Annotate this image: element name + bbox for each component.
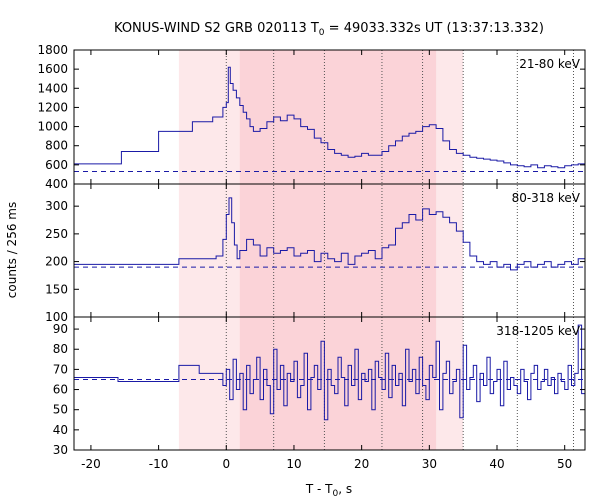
y-tick-label-panel-0-2: 800 xyxy=(45,139,68,153)
y-tick-label-panel-1-0: 100 xyxy=(45,310,68,324)
x-axis-label-subscript: 0 xyxy=(333,489,339,499)
y-tick-label-panel-0-6: 1600 xyxy=(37,62,68,76)
x-tick-label-4: 20 xyxy=(354,457,369,471)
x-tick-label-7: 50 xyxy=(557,457,572,471)
y-tick-label-panel-0-5: 1400 xyxy=(37,81,68,95)
x-axis-label: T - T0, s xyxy=(305,482,352,499)
chart-title: KONUS-WIND S2 GRB 020113 T0 = 49033.332s… xyxy=(114,21,544,38)
panel-label-2: 318-1205 keV xyxy=(496,324,580,338)
y-tick-label-panel-0-4: 1200 xyxy=(37,100,68,114)
x-axis-label-main: T - T xyxy=(305,482,333,496)
x-tick-label-0: -20 xyxy=(81,457,101,471)
y-axis-label: counts / 256 ms xyxy=(5,202,19,298)
y-tick-label-panel-2-3: 60 xyxy=(53,383,68,397)
chart-title-rest: = 49033.332s UT (13:37:13.332) xyxy=(325,21,544,36)
y-tick-label-panel-1-4: 300 xyxy=(45,199,68,213)
panel-label-0: 21-80 keV xyxy=(519,57,581,71)
y-tick-label-panel-1-3: 250 xyxy=(45,227,68,241)
chart-title-subscript: 0 xyxy=(319,28,325,38)
y-tick-label-panel-0-0: 400 xyxy=(45,177,68,191)
y-tick-label-panel-2-4: 70 xyxy=(53,362,68,376)
x-tick-label-2: 0 xyxy=(222,457,230,471)
series-line-panel-0 xyxy=(74,66,586,169)
y-tick-label-panel-0-1: 600 xyxy=(45,158,68,172)
y-tick-label-panel-2-0: 30 xyxy=(53,443,68,457)
y-tick-label-panel-2-1: 40 xyxy=(53,423,68,437)
panel-label-1: 80-318 keV xyxy=(512,191,581,205)
y-tick-label-panel-0-3: 1000 xyxy=(37,120,68,134)
y-tick-label-panel-1-2: 200 xyxy=(45,255,68,269)
chart-title-main: KONUS-WIND S2 GRB 020113 T xyxy=(114,21,319,36)
x-tick-label-6: 40 xyxy=(489,457,504,471)
series-line-panel-1 xyxy=(74,197,586,271)
x-axis-label-rest: , s xyxy=(338,482,352,496)
panel-frame-2 xyxy=(73,316,586,451)
series-line-panel-2 xyxy=(74,324,586,421)
y-tick-label-panel-2-5: 80 xyxy=(53,342,68,356)
x-tick-label-3: 10 xyxy=(286,457,301,471)
y-tick-label-panel-1-1: 150 xyxy=(45,282,68,296)
y-tick-label-panel-0-7: 1800 xyxy=(37,43,68,57)
y-tick-label-panel-2-2: 50 xyxy=(53,403,68,417)
x-tick-label-5: 30 xyxy=(422,457,437,471)
y-tick-label-panel-2-6: 90 xyxy=(53,322,68,336)
x-tick-label-1: -10 xyxy=(149,457,169,471)
